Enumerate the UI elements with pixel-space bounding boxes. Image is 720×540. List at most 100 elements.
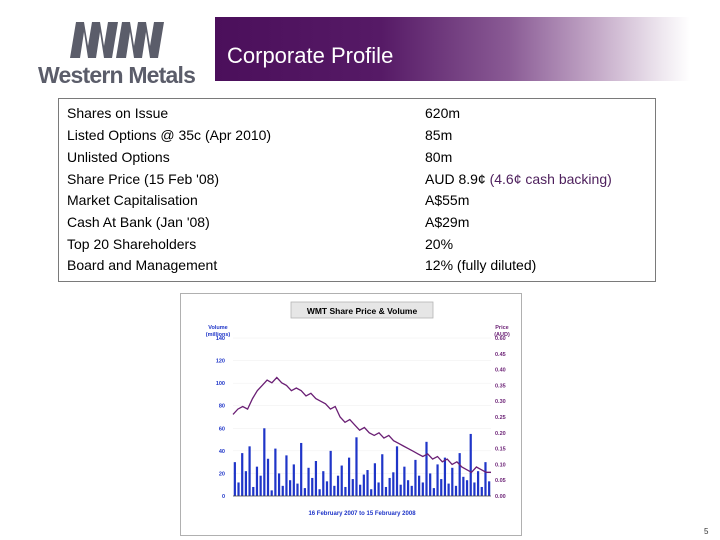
volume-bar [421, 482, 424, 496]
left-tick-label: 20 [219, 471, 225, 477]
volume-bar [373, 463, 376, 496]
right-tick-label: 0.35 [495, 383, 506, 389]
volume-series [233, 428, 491, 496]
volume-bar [447, 483, 450, 496]
title-banner: Corporate Profile [215, 17, 690, 81]
right-tick-label: 0.05 [495, 478, 506, 484]
company-logo: Western Metals [30, 18, 210, 88]
volume-bar [336, 475, 340, 496]
share-price-chart: WMT Share Price & Volume Volume (million… [180, 293, 522, 536]
right-tick-label: 0.25 [495, 415, 506, 421]
left-axis-label: Volume [208, 325, 227, 331]
volume-bar [322, 471, 325, 496]
volume-bar [388, 477, 391, 496]
volume-bar [362, 474, 365, 496]
volume-bar [274, 448, 277, 496]
row-value-group: AUD 8.9¢ (4.6¢ cash backing) [425, 171, 612, 187]
left-tick-label: 100 [216, 381, 225, 387]
row-label: Board and Management [67, 257, 218, 273]
row-value: 620m [425, 105, 461, 121]
row-value: A$29m [425, 214, 470, 230]
volume-bar [395, 446, 399, 496]
volume-bar [484, 462, 487, 496]
volume-bar [311, 477, 314, 496]
volume-bar [333, 485, 336, 496]
right-tick-label: 0.45 [495, 352, 506, 358]
volume-bar [418, 475, 421, 496]
right-tick-label: 0.30 [495, 399, 506, 405]
right-axis-label: Price [495, 325, 508, 331]
volume-bar [440, 479, 443, 496]
volume-bar [355, 437, 358, 496]
volume-bar [241, 453, 244, 496]
volume-bar [454, 485, 458, 496]
volume-bar [347, 457, 351, 496]
volume-bar [237, 482, 240, 496]
volume-bar [344, 486, 347, 496]
logo-mark-icon [70, 22, 164, 58]
volume-bar [248, 446, 251, 496]
volume-bar [429, 473, 432, 496]
volume-bar [277, 473, 281, 496]
volume-bar [340, 465, 343, 496]
chart-subtitle: 16 February 2007 to 15 February 2008 [308, 511, 416, 517]
left-tick-label: 60 [219, 426, 225, 432]
volume-bar [259, 475, 262, 496]
page-number: 5 [704, 527, 709, 536]
volume-bar [314, 461, 318, 496]
volume-bar [252, 486, 255, 496]
right-tick-label: 0.20 [495, 431, 506, 437]
logo-text: Western Metals [38, 62, 196, 88]
right-tick-label: 0.00 [495, 494, 506, 500]
right-tick-label: 0.15 [495, 447, 506, 453]
page-title: Corporate Profile [227, 43, 394, 68]
row-value: 80m [425, 149, 453, 165]
volume-bar [414, 459, 417, 496]
volume-bar [488, 481, 491, 496]
volume-bar [403, 466, 406, 496]
volume-bar [325, 481, 329, 496]
volume-bar [296, 483, 299, 496]
volume-bar [425, 441, 428, 496]
chart-title: WMT Share Price & Volume [307, 306, 418, 316]
left-axis-ticks: 140 120 100 80 60 40 20 0 [216, 336, 225, 500]
volume-bar [480, 486, 483, 496]
row-label: Top 20 Shareholders [67, 236, 197, 252]
row-value: A$55m [425, 192, 470, 208]
volume-bar [318, 489, 321, 496]
row-value-note: (4.6¢ cash backing) [489, 171, 612, 187]
volume-bar [462, 476, 465, 496]
row-label: Cash At Bank (Jan '08) [67, 214, 210, 230]
volume-bar [410, 485, 413, 496]
volume-bar [436, 464, 439, 496]
volume-bar [458, 453, 461, 496]
volume-bar [285, 455, 288, 496]
volume-bar [351, 479, 354, 496]
chart-title-box [290, 301, 434, 319]
volume-bar [255, 466, 259, 496]
volume-bar [432, 488, 435, 496]
chart-canvas: WMT Share Price & Volume Volume (million… [181, 294, 521, 535]
volume-bar [266, 458, 270, 496]
row-label: Market Capitalisation [67, 192, 198, 208]
right-tick-label: 0.10 [495, 462, 506, 468]
left-tick-label: 0 [222, 494, 225, 500]
profile-table: Shares on Issue 620m Listed Options @ 35… [58, 98, 656, 282]
left-tick-label: 40 [219, 449, 225, 455]
volume-bar [392, 472, 395, 496]
row-label: Shares on Issue [67, 105, 169, 121]
row-value: 12% (fully diluted) [425, 257, 537, 273]
volume-bar [399, 484, 402, 496]
left-axis-label-unit: (millions) [206, 332, 231, 338]
volume-bar [270, 490, 273, 496]
volume-bar [329, 450, 332, 496]
volume-bar [244, 471, 247, 496]
volume-bar [292, 464, 295, 496]
row-label: Unlisted Options [67, 149, 170, 165]
left-tick-label: 80 [219, 404, 225, 410]
volume-bar [473, 482, 476, 496]
left-tick-label: 120 [216, 359, 225, 365]
volume-bar [469, 433, 472, 496]
volume-bar [465, 480, 469, 496]
right-axis-ticks: 0.60 0.45 0.40 0.35 0.30 0.25 0.20 0.15 0.10 0.05… [495, 336, 506, 500]
